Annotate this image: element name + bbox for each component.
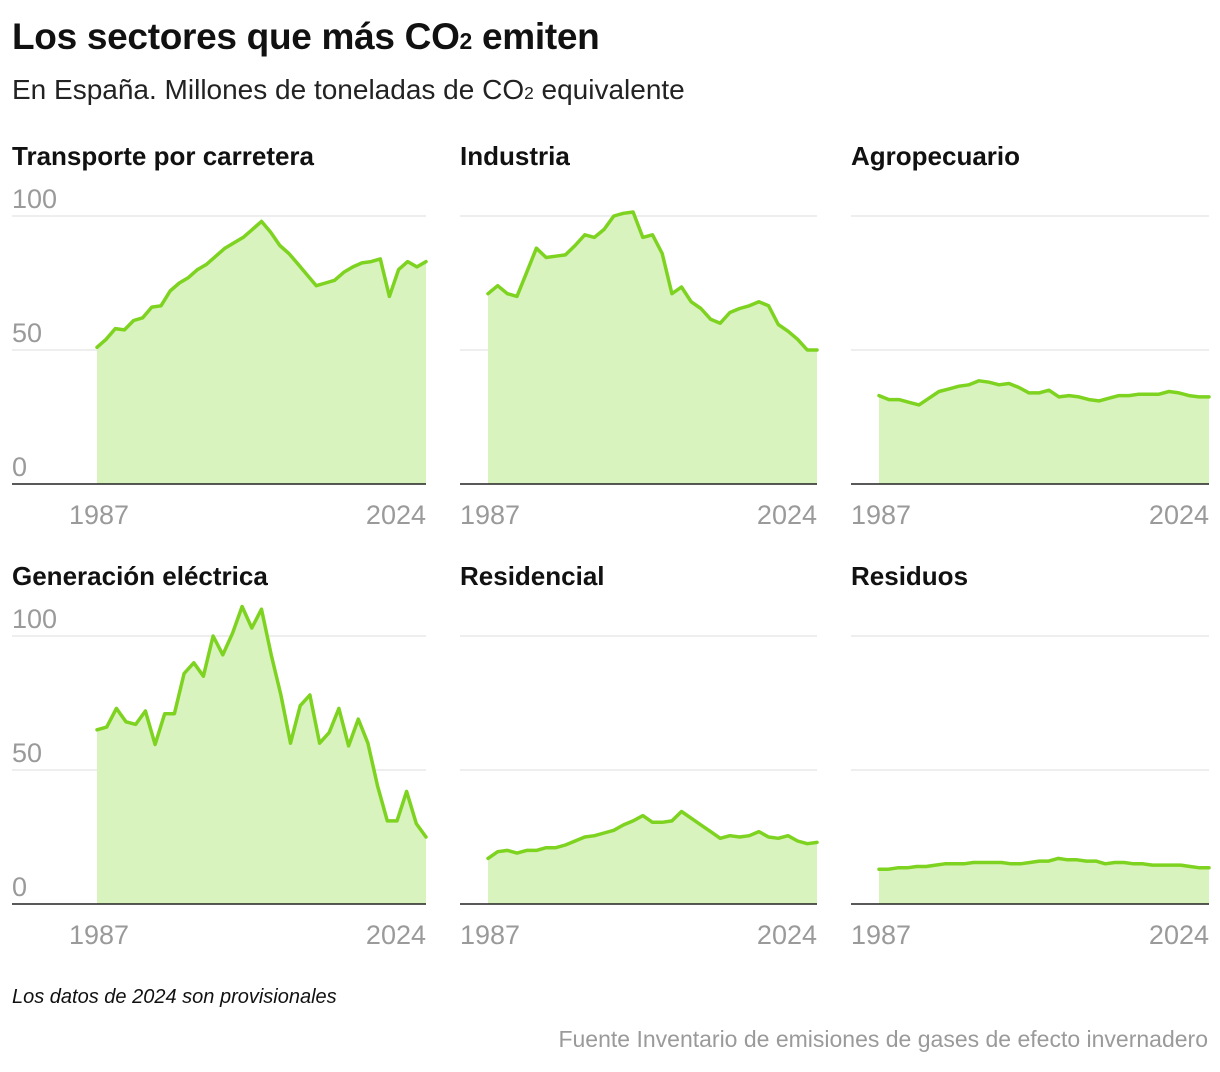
x-tick-label: 2024 (366, 500, 426, 530)
area-fill (97, 606, 426, 904)
chart-panel: Agropecuario 1987 2024 (851, 141, 1211, 530)
series-line (486, 210, 819, 352)
panel-title: Generación eléctrica (12, 561, 268, 591)
y-tick-label: 50 (12, 318, 42, 348)
chart-panel: Residencial 1987 2024 (460, 561, 819, 950)
source-credit: Fuente Inventario de emisiones de gases … (558, 1026, 1208, 1052)
footnote: Los datos de 2024 son provisionales (12, 986, 337, 1008)
x-tick-label: 2024 (1149, 500, 1209, 530)
x-tick-label: 1987 (69, 920, 129, 950)
series-line (877, 379, 1211, 407)
area-fill (879, 858, 1209, 904)
panel-title: Industria (460, 141, 570, 171)
x-tick-label: 2024 (366, 920, 426, 950)
area-fill (97, 221, 426, 484)
panel-title: Transporte por carretera (12, 141, 315, 171)
y-tick-label: 100 (12, 184, 57, 214)
subtitle-main: En España. Millones de toneladas de CO (12, 74, 525, 105)
chart-panel: Residuos 1987 2024 (851, 561, 1211, 950)
chart-panel: Industria 1987 2024 (460, 141, 819, 530)
subtitle-end: equivalente (533, 74, 685, 105)
subtitle-subscript: 2 (524, 83, 534, 103)
area-fill (879, 380, 1209, 484)
x-tick-label: 1987 (460, 920, 520, 950)
series-line (95, 219, 428, 350)
chart-subtitle: En España. Millones de toneladas de CO2 … (12, 74, 685, 106)
series-line (877, 856, 1211, 871)
title-main: Los sectores que más CO (12, 16, 460, 57)
series-line (95, 604, 428, 839)
panel-title: Agropecuario (851, 141, 1020, 171)
chart-title: Los sectores que más CO2 emiten (12, 16, 600, 58)
area-fill (488, 212, 817, 484)
panel-title: Residuos (851, 561, 968, 591)
x-tick-label: 1987 (69, 500, 129, 530)
x-tick-label: 2024 (757, 920, 817, 950)
area-fill (488, 811, 817, 904)
series-line (486, 809, 819, 861)
x-tick-label: 1987 (460, 500, 520, 530)
x-tick-label: 1987 (851, 500, 911, 530)
x-tick-label: 2024 (757, 500, 817, 530)
y-tick-label: 0 (12, 452, 27, 482)
y-tick-label: 100 (12, 604, 57, 634)
y-tick-label: 50 (12, 738, 42, 768)
chart-panel: Generación eléctrica 100 50 0 1987 2024 (12, 561, 428, 950)
chart-panel: Transporte por carretera 100 50 0 1987 2024 (12, 141, 428, 530)
x-tick-label: 2024 (1149, 920, 1209, 950)
title-end: emiten (472, 16, 600, 57)
x-tick-label: 1987 (851, 920, 911, 950)
y-tick-label: 0 (12, 872, 27, 902)
title-subscript: 2 (459, 28, 473, 54)
panel-title: Residencial (460, 561, 605, 591)
